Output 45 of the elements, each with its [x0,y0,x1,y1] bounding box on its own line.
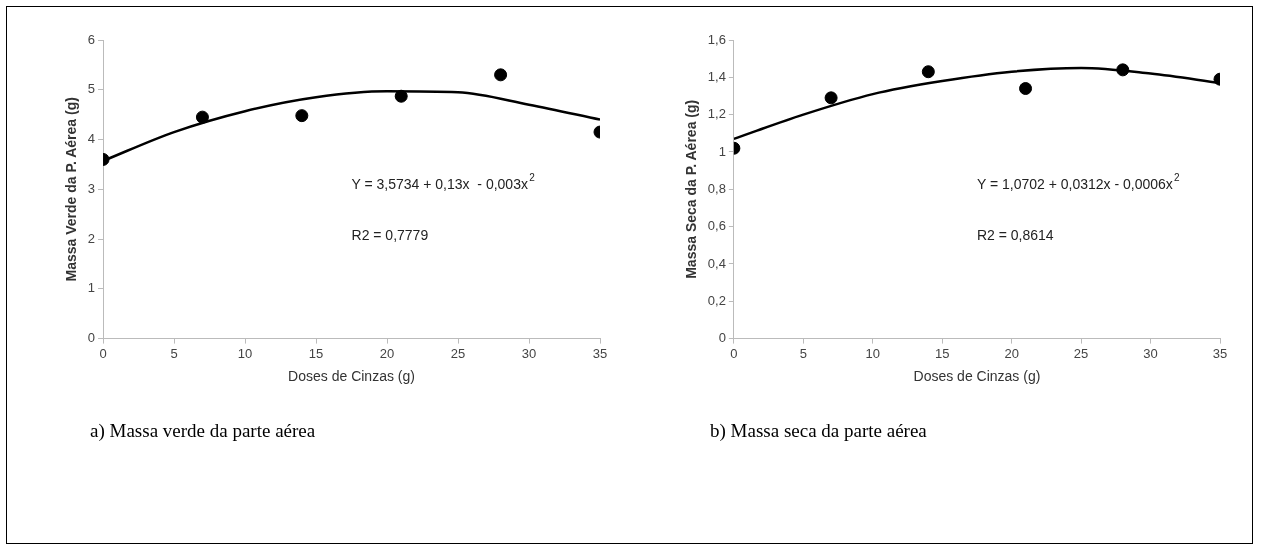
text: b) Massa seca da parte aérea [710,420,927,442]
x-tick-label: 0 [730,345,738,361]
point [1019,82,1033,96]
y-tick-label: 0 [87,330,96,346]
x-tick-label: 25 [1073,345,1089,361]
x-tick-label: 20 [1004,345,1019,361]
annotation: R2 = 0,7779 [351,227,429,244]
x-axis-title: Doses de Cinzas (g) [913,368,1041,385]
x-tick-label: 15 [934,345,950,361]
x-tick-label: 20 [379,345,395,361]
x-tick-label: 15 [308,345,324,361]
point [921,65,935,79]
point [394,89,408,103]
text: a) Massa verde da parte aérea [90,420,316,442]
y-tick-label: 0,8 [707,180,726,196]
x-tick-label: 30 [1143,345,1158,361]
x-tick-label: 35 [1212,345,1228,361]
y-tick-label: 1 [87,280,96,296]
x-tick-label: 25 [450,345,466,361]
annotation: R2 = 0,8614 [976,227,1054,244]
x-tick-label: 30 [521,345,537,361]
x-axis-title: Doses de Cinzas (g) [288,368,415,385]
y-tick-label: 1,2 [707,106,726,122]
y-axis-title: Massa Seca da P. Aérea (g) [683,99,700,279]
x-tick-label: 5 [799,345,807,361]
y-tick-label: 0,4 [707,255,726,271]
y-tick-label: 0,6 [707,218,726,234]
point [824,91,838,105]
y-tick-label: 3 [87,180,96,196]
y-tick-label: 5 [87,81,96,97]
y-tick-label: 6 [87,31,96,47]
y-tick-label: 1 [718,143,726,159]
point [295,109,309,123]
x-tick-label: 35 [592,345,608,361]
x-tick-label: 10 [237,345,253,361]
y-tick-label: 0 [718,330,726,346]
y-tick-label: 1,4 [707,68,726,84]
y-tick-label: 1,6 [707,31,726,47]
x-tick-label: 5 [170,345,178,361]
y-tick-label: 2 [87,230,96,246]
x-tick-label: 0 [99,345,107,361]
y-tick-label: 0,2 [707,292,726,308]
y-tick-label: 4 [87,131,96,147]
y-axis-title: Massa Verde da P. Aérea (g) [63,97,80,282]
x-tick-label: 10 [865,345,880,361]
